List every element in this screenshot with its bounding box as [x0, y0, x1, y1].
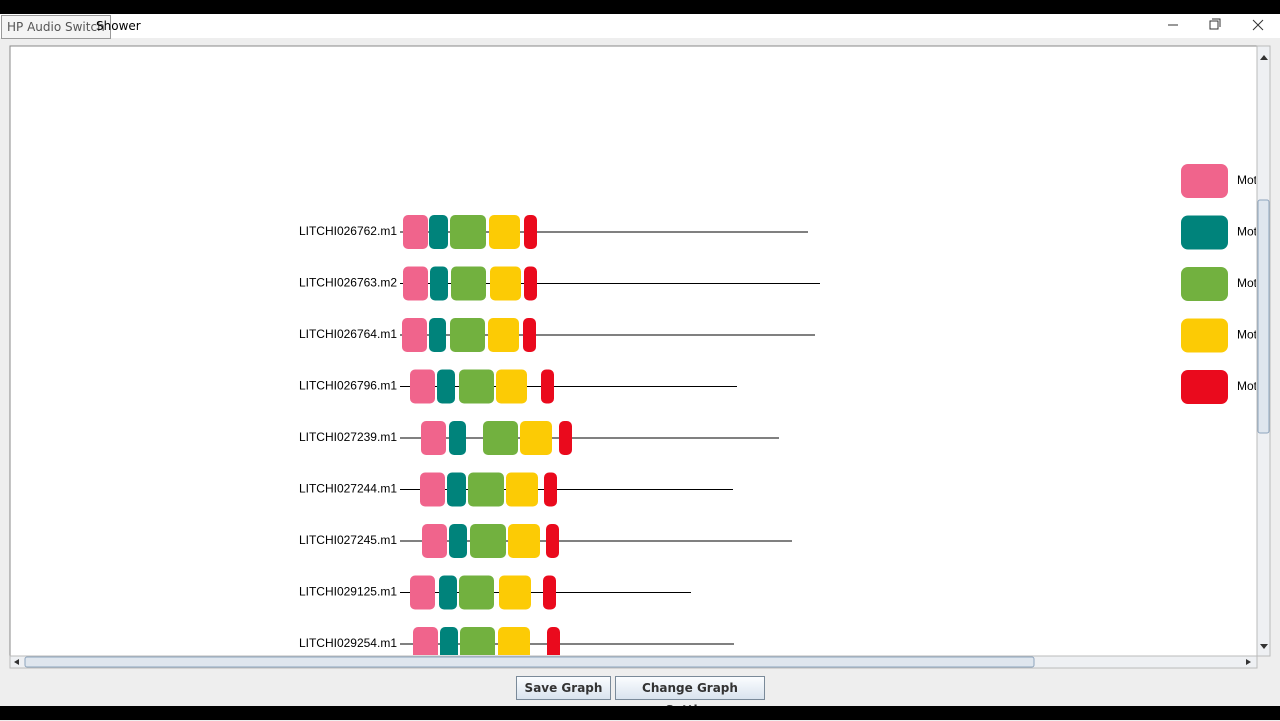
motif-box — [524, 215, 537, 249]
save-graph-button[interactable]: Save Graph — [516, 676, 611, 700]
title-bar — [0, 14, 1280, 38]
legend-swatch — [1181, 267, 1228, 301]
motif-box — [450, 318, 485, 352]
motif-box — [470, 524, 506, 558]
motif-box — [451, 266, 486, 301]
gene-name: LITCHI026796.m1 — [299, 379, 397, 393]
motif-box — [468, 472, 504, 507]
legend-label: Mot — [1237, 276, 1258, 290]
motif-box — [460, 627, 495, 655]
motif-box — [547, 627, 560, 655]
motif-box — [422, 524, 447, 558]
motif-box — [430, 266, 448, 301]
motif-box — [439, 575, 457, 610]
motif-box — [440, 627, 458, 655]
motif-box — [447, 472, 466, 507]
motif-box — [499, 575, 531, 610]
motif-box — [413, 627, 438, 655]
gene-name: LITCHI026764.m1 — [299, 327, 397, 341]
h-scroll-thumb[interactable] — [24, 656, 1035, 668]
motif-box — [449, 524, 467, 558]
graph-area: LITCHI026762.m1 LITCHI026763.m2 LITCHI0267… — [9, 45, 1271, 669]
motif-box — [559, 421, 572, 455]
restore[interactable] — [1209, 20, 1219, 30]
change-setting-button[interactable]: Change Graph Setting — [615, 676, 765, 717]
motif-box — [544, 472, 557, 507]
window-controls — [1168, 18, 1264, 31]
motif-box — [498, 627, 530, 655]
gene-name: LITCHI029254.m1 — [299, 636, 397, 650]
gene-name: LITCHI029125.m1 — [299, 585, 397, 599]
gene-name: LITCHI027244.m1 — [299, 482, 397, 496]
motif-box — [541, 369, 554, 404]
gene-name: LITCHI027245.m1 — [299, 533, 397, 547]
legend-label: Mot — [1237, 379, 1258, 393]
motif-box — [524, 266, 537, 301]
motif-box — [496, 369, 527, 404]
screen-bar — [0, 706, 1280, 720]
legend-swatch — [1181, 164, 1228, 198]
motif-box — [421, 421, 446, 455]
motif-box — [410, 575, 435, 610]
motif-box — [403, 266, 428, 301]
motif-box — [450, 215, 486, 249]
v-scroll-thumb[interactable] — [1257, 199, 1270, 434]
legend-label: Mot — [1237, 225, 1258, 239]
motif-box — [403, 215, 428, 249]
tooltip: HP Audio Switch — [1, 15, 111, 39]
screen-bar — [0, 0, 1280, 14]
canvas-panel — [9, 45, 1258, 657]
motif-box — [506, 472, 538, 507]
gene-name: LITCHI026763.m2 — [299, 276, 397, 290]
legend-swatch — [1181, 318, 1228, 353]
motif-box — [489, 215, 520, 249]
motif-box — [459, 369, 494, 404]
motif-box — [420, 472, 445, 507]
motif-box — [429, 318, 446, 352]
motif-box — [429, 215, 448, 249]
motif-box — [449, 421, 466, 455]
motif-box — [483, 421, 518, 455]
motif-box — [520, 421, 552, 455]
motif-box — [508, 524, 540, 558]
restore-back — [1212, 18, 1221, 27]
legend-swatch — [1181, 370, 1228, 404]
diagram: LITCHI026762.m1 LITCHI026763.m2 LITCHI0267… — [299, 164, 1258, 655]
motif-box — [546, 524, 559, 558]
gene-name: LITCHI026762.m1 — [299, 224, 397, 238]
legend-swatch — [1181, 215, 1228, 250]
motif-box — [410, 369, 435, 404]
motif-box — [523, 318, 536, 352]
legend-label: Mot — [1237, 173, 1258, 187]
motif-box — [402, 318, 427, 352]
motif-box — [490, 266, 521, 301]
motif-box — [488, 318, 519, 352]
close[interactable] — [1252, 19, 1264, 31]
window-title: Shower — [96, 19, 141, 33]
motif-box — [459, 575, 494, 610]
motif-box — [543, 575, 556, 610]
motif-box — [437, 369, 455, 404]
legend-label: Mot — [1237, 328, 1258, 342]
gene-name: LITCHI027239.m1 — [299, 430, 397, 444]
